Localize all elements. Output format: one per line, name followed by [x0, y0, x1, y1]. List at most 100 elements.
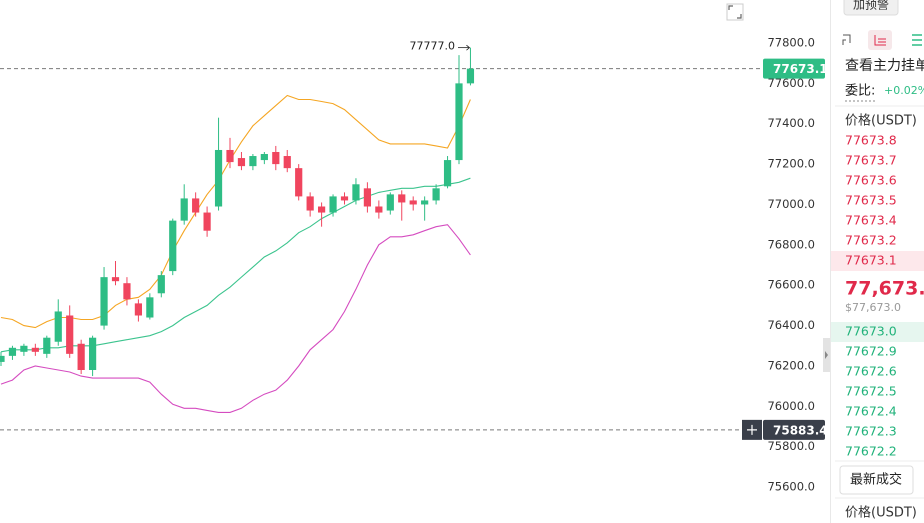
band-line: [0, 224, 471, 413]
bid-price[interactable]: 77672.2: [845, 444, 897, 459]
y-tick-label: 76000.0: [767, 399, 815, 413]
candle-body: [409, 200, 417, 205]
candle-body: [134, 303, 142, 316]
candle-body: [237, 158, 246, 167]
ask-price[interactable]: 77673.7: [845, 153, 897, 168]
y-tick-label: 75800.0: [767, 439, 815, 453]
candle-body: [54, 311, 62, 342]
bid-price[interactable]: 77672.9: [845, 344, 897, 359]
last-price: 77,673.0: [845, 278, 924, 300]
candle-body: [272, 151, 280, 165]
ask-highlight: [831, 251, 924, 271]
trades-button[interactable]: [839, 465, 914, 495]
ask-price[interactable]: 77673.8: [845, 133, 897, 148]
last-price-usd: $77,673.0: [845, 301, 901, 314]
candle-body: [8, 347, 17, 356]
y-tick-label: 76600.0: [767, 278, 815, 292]
y-tick-label: 77800.0: [767, 35, 815, 49]
depth-title[interactable]: 查看主力挂单: [845, 58, 924, 74]
y-tick-label: 77400.0: [767, 116, 815, 130]
bid-price[interactable]: 77672.3: [845, 424, 897, 439]
ask-price[interactable]: 77673.4: [845, 213, 897, 228]
ask-price[interactable]: 77673.5: [845, 193, 897, 208]
bid-price[interactable]: 77672.6: [845, 364, 897, 379]
candle-body: [455, 83, 463, 161]
candle-body: [306, 196, 314, 211]
candle-body: [214, 149, 223, 207]
candle-body: [249, 156, 257, 167]
add-order-icon[interactable]: [747, 424, 757, 435]
price-header: 价格(USDT): [845, 113, 917, 129]
collapse-arrow: [825, 351, 828, 359]
layout-icon[interactable]: [842, 34, 851, 45]
candle-body: [20, 345, 28, 352]
candle-body: [43, 337, 51, 354]
bid-price[interactable]: 77672.5: [845, 384, 897, 399]
candle-body: [203, 212, 211, 231]
candle-body: [260, 154, 268, 161]
candle-body: [283, 156, 291, 169]
y-axis: 75600.0 75800.0 76000.0 76200.0 76400.0 76600…: [742, 35, 828, 494]
candle-body: [375, 206, 383, 213]
candle-body: [295, 168, 303, 197]
annotation-label: 77777.0: [410, 40, 456, 53]
candle-body: [443, 160, 452, 187]
candle-body: [100, 277, 108, 326]
band-line: [0, 94, 471, 329]
candle-body: [123, 283, 131, 300]
candle-body: [192, 198, 200, 213]
y-tick-label: 77200.0: [767, 157, 815, 171]
y-tick-label: 76200.0: [767, 358, 815, 372]
bids: 77673.0 77672.9 77672.6 77672.5 77672.4 77672…: [831, 322, 924, 459]
y-tick-label: 77600.0: [767, 76, 815, 90]
candle-body: [31, 347, 39, 352]
expand-icon[interactable]: [728, 5, 742, 19]
candle-body: [77, 343, 85, 370]
layout-icon-active[interactable]: [874, 35, 886, 46]
candle-body: [432, 188, 440, 201]
ask-price[interactable]: 77673.2: [845, 233, 897, 248]
price-tag-label: 77673.1: [773, 62, 828, 76]
order-book-panel: 加预警 查看主力挂单 委比: +0.02% 价格(USDT) 77673.877…: [823, 0, 924, 523]
ratio-label: 委比:: [845, 84, 875, 99]
price-tag: [763, 58, 825, 79]
candle-body: [340, 196, 349, 201]
ratio-value: +0.02%: [884, 84, 924, 97]
bid-price[interactable]: 77673.0: [845, 324, 897, 339]
y-tick-label: 76400.0: [767, 318, 815, 332]
ask-price[interactable]: 77673.1: [845, 253, 897, 268]
ask-price[interactable]: 77673.6: [845, 173, 897, 188]
y-tick-label: 77000.0: [767, 197, 815, 211]
candle-body: [0, 355, 5, 362]
alert-button-label[interactable]: 加预警: [853, 0, 889, 12]
candle-body: [352, 184, 360, 201]
expand-frame[interactable]: [726, 3, 744, 21]
candle-body: [89, 337, 97, 370]
plot-area: 77777.0: [0, 40, 760, 431]
candle-body: [386, 194, 394, 211]
candle-body: [329, 196, 337, 213]
candle-body: [66, 315, 74, 354]
trades-button-label[interactable]: 最新成交: [850, 472, 902, 488]
price-tag: [763, 419, 825, 440]
y-tick-label: 75600.0: [767, 480, 815, 494]
asks: 77673.8 77673.7 77673.6 77673.5 77673.4 77673…: [831, 133, 924, 271]
candle-body: [111, 277, 120, 282]
candle-body: [398, 194, 406, 203]
layout-icon-active-bg[interactable]: [868, 30, 892, 50]
bid-highlight: [831, 322, 924, 342]
candle-body: [180, 198, 188, 221]
candle-body: [363, 188, 371, 207]
price-tag-label: 75883.4: [773, 423, 828, 437]
candle-body: [421, 200, 429, 205]
candle-body: [226, 149, 234, 163]
candle-body: [318, 206, 326, 213]
layout-icon-bids[interactable]: [912, 34, 922, 46]
y-tick-label: 76800.0: [767, 237, 815, 251]
candle-body: [146, 297, 154, 318]
candle-body: [466, 68, 475, 84]
bid-price[interactable]: 77672.4: [845, 404, 897, 419]
candle-body: [157, 275, 165, 294]
alert-button[interactable]: [843, 0, 899, 16]
